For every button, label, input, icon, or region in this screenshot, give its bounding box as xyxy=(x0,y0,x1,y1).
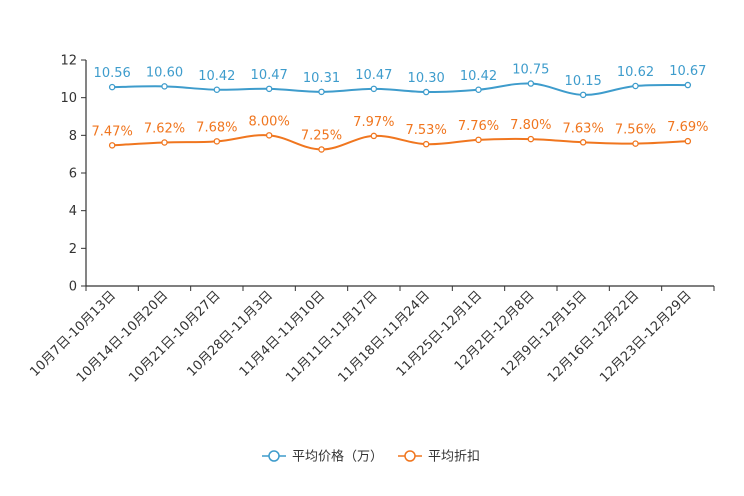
y-tick-label: 10 xyxy=(60,91,77,106)
data-point[interactable] xyxy=(318,146,325,153)
data-point[interactable] xyxy=(370,132,378,140)
data-point[interactable] xyxy=(527,135,535,143)
data-label: 7.47% xyxy=(92,124,133,139)
y-tick-label: 0 xyxy=(69,280,77,295)
x-tick-label: 11月11日-11月17日 xyxy=(283,288,380,385)
y-tick-label: 8 xyxy=(69,129,77,144)
data-label: 10.47 xyxy=(355,68,392,83)
data-label: 10.47 xyxy=(251,68,288,83)
data-label: 10.62 xyxy=(617,65,654,80)
axes xyxy=(85,60,714,287)
series-layer: 10.56 10.60 10.42 10.47 10.31 10.47 10.30 10.42… xyxy=(92,63,708,153)
data-label: 10.15 xyxy=(565,74,602,89)
x-axis-ticks: 10月7日-10月13日10月14日-10月20日10月21日-10月27日10… xyxy=(27,286,715,386)
data-point[interactable] xyxy=(108,142,116,149)
x-tick-label: 11月18日-11月24日 xyxy=(336,288,433,385)
x-tick-label: 10月21日-10月27日 xyxy=(126,288,223,385)
y-axis-ticks: 0 2 4 6 8 10 12 xyxy=(60,54,86,295)
data-label: 10.31 xyxy=(303,71,340,86)
data-label: 10.42 xyxy=(198,69,235,84)
data-label: 10.67 xyxy=(669,64,706,79)
data-point[interactable] xyxy=(527,80,535,87)
data-label: 7.25% xyxy=(301,128,342,143)
y-tick-label: 4 xyxy=(69,204,77,219)
y-tick-label: 12 xyxy=(60,54,77,69)
y-tick-label: 2 xyxy=(69,242,77,257)
data-point[interactable] xyxy=(318,88,325,96)
data-point[interactable] xyxy=(632,82,639,90)
legend-item-0[interactable]: 平均价格（万） xyxy=(262,449,383,465)
x-tick-label: 10月7日-10月13日 xyxy=(27,288,119,380)
data-label: 10.42 xyxy=(460,69,497,84)
data-point[interactable] xyxy=(108,83,116,91)
data-label: 7.69% xyxy=(667,120,708,135)
data-label: 7.53% xyxy=(406,123,447,138)
data-point[interactable] xyxy=(161,83,168,90)
data-point[interactable] xyxy=(632,140,639,147)
data-label: 7.80% xyxy=(510,118,551,133)
x-tick-label: 12月23日-12月29日 xyxy=(597,288,694,385)
legend-label: 平均价格（万） xyxy=(292,449,383,465)
data-label: 10.60 xyxy=(146,65,183,80)
data-label: 10.75 xyxy=(512,63,549,78)
series-line xyxy=(112,134,688,151)
series-1: 7.47% 7.62% 7.68% 8.00% 7.25% 7.97% 7.53% 7.76%… xyxy=(92,114,708,153)
legend-label: 平均折扣 xyxy=(428,450,480,465)
y-tick-label: 6 xyxy=(69,167,77,182)
data-point[interactable] xyxy=(265,85,273,93)
data-point[interactable] xyxy=(579,91,587,99)
legend-item-1[interactable]: 平均折扣 xyxy=(398,450,480,465)
data-label: 7.68% xyxy=(196,120,237,135)
data-point[interactable] xyxy=(370,85,378,93)
data-label: 10.30 xyxy=(408,71,445,86)
data-point[interactable] xyxy=(475,136,482,144)
data-label: 7.63% xyxy=(563,121,604,136)
data-point[interactable] xyxy=(213,138,221,145)
legend[interactable]: 平均价格（万） 平均折扣 xyxy=(262,449,480,465)
legend-marker-icon xyxy=(404,450,416,462)
data-point[interactable] xyxy=(265,132,273,139)
data-point[interactable] xyxy=(684,137,692,145)
data-point[interactable] xyxy=(684,81,692,89)
data-label: 10.56 xyxy=(94,66,131,81)
x-tick-label: 10月14日-10月20日 xyxy=(74,288,171,385)
data-point[interactable] xyxy=(422,140,430,148)
series-0: 10.56 10.60 10.42 10.47 10.31 10.47 10.30 10.42… xyxy=(94,63,706,99)
data-point[interactable] xyxy=(422,88,430,96)
x-tick-label: 12月16日-12月22日 xyxy=(545,288,642,385)
legend-marker-icon xyxy=(268,450,280,462)
data-label: 7.76% xyxy=(458,119,499,134)
series-line xyxy=(112,82,688,96)
data-label: 8.00% xyxy=(249,114,290,129)
data-point[interactable] xyxy=(579,139,587,146)
data-point[interactable] xyxy=(161,139,168,146)
data-label: 7.56% xyxy=(615,123,656,138)
data-label: 7.97% xyxy=(353,115,394,130)
data-point[interactable] xyxy=(213,86,221,94)
data-point[interactable] xyxy=(475,86,482,94)
data-label: 7.62% xyxy=(144,121,185,136)
